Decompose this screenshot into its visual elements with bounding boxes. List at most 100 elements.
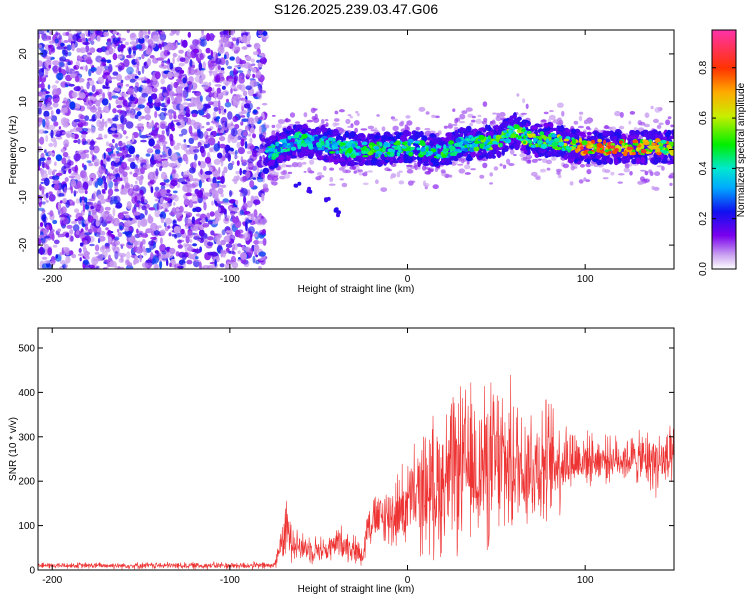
ridge-base bbox=[280, 131, 286, 138]
ridge-base bbox=[551, 127, 558, 131]
noise-blob bbox=[52, 244, 58, 248]
noise-blob bbox=[48, 142, 54, 147]
noise-blob bbox=[161, 40, 165, 47]
noise-blob bbox=[88, 92, 93, 96]
noise-blob bbox=[140, 167, 145, 175]
ridge-base bbox=[470, 151, 476, 158]
noise-blob bbox=[143, 62, 147, 66]
noise-blob bbox=[82, 170, 88, 179]
noise-blob bbox=[128, 47, 132, 55]
noise-blob bbox=[108, 63, 113, 73]
noise-blob bbox=[154, 149, 161, 155]
noise-blob bbox=[214, 235, 221, 243]
noise-blob bbox=[79, 257, 82, 262]
noise-blob bbox=[65, 32, 70, 36]
noise-blob bbox=[118, 258, 125, 263]
noise-blob bbox=[38, 146, 42, 150]
noise-blob bbox=[74, 75, 80, 83]
ridge-base bbox=[332, 128, 340, 137]
noise-blob bbox=[208, 92, 213, 98]
noise-blob bbox=[110, 175, 116, 179]
halo-blob bbox=[520, 112, 528, 115]
noise-blob bbox=[46, 30, 50, 33]
ridge-base bbox=[358, 161, 364, 167]
halo-blob bbox=[448, 122, 452, 128]
noise-blob bbox=[54, 161, 57, 166]
noise-blob bbox=[186, 81, 192, 85]
noise-blob bbox=[58, 34, 62, 40]
noise-blob bbox=[88, 198, 96, 202]
noise-blob bbox=[161, 130, 165, 135]
noise-blob bbox=[214, 77, 221, 83]
noise-blob bbox=[111, 117, 119, 122]
noise-blob bbox=[227, 134, 231, 144]
noise-blob bbox=[116, 104, 123, 109]
noise-blob bbox=[185, 178, 191, 182]
ridge-base bbox=[374, 135, 381, 139]
noise-blob bbox=[104, 242, 110, 248]
noise-blob bbox=[138, 86, 142, 93]
ridge-base bbox=[497, 150, 501, 159]
noise-blob bbox=[48, 48, 52, 55]
noise-blob bbox=[196, 129, 202, 138]
noise-blob bbox=[103, 152, 106, 160]
noise-blob bbox=[244, 140, 248, 149]
noise-blob bbox=[69, 250, 74, 256]
noise-blob bbox=[152, 34, 160, 42]
noise-blob bbox=[214, 90, 217, 100]
halo-blob bbox=[585, 126, 591, 130]
noise-blob bbox=[173, 226, 181, 234]
noise-blob bbox=[151, 153, 154, 161]
noise-blob bbox=[218, 108, 222, 115]
noise-blob bbox=[215, 57, 222, 65]
noise-blob bbox=[51, 84, 58, 90]
halo-blob bbox=[427, 168, 432, 174]
noise-blob bbox=[215, 217, 219, 224]
halo-blob bbox=[262, 183, 269, 189]
noise-blob bbox=[111, 156, 116, 159]
noise-blob bbox=[52, 65, 59, 74]
noise-blob bbox=[220, 239, 226, 246]
halo-blob bbox=[405, 115, 411, 119]
noise-blob bbox=[124, 41, 129, 46]
noise-blob bbox=[105, 74, 112, 84]
halo-blob bbox=[345, 118, 351, 125]
noise-blob bbox=[202, 81, 210, 90]
ridge-base bbox=[613, 135, 618, 140]
noise-blob bbox=[206, 236, 214, 241]
halo-blob bbox=[407, 180, 414, 186]
noise-blob bbox=[192, 243, 198, 247]
noise-blob bbox=[240, 102, 246, 109]
noise-blob bbox=[53, 139, 58, 148]
noise-blob bbox=[226, 40, 231, 48]
noise-blob bbox=[159, 237, 163, 245]
noise-blob bbox=[56, 136, 63, 140]
noise-blob bbox=[82, 41, 90, 46]
ridge-base bbox=[350, 159, 355, 167]
halo-blob bbox=[570, 165, 575, 171]
ridge-base bbox=[540, 152, 545, 157]
ridge-base bbox=[301, 149, 308, 156]
noise-blob bbox=[204, 156, 212, 164]
noise-blob bbox=[170, 95, 175, 101]
noise-blob bbox=[48, 44, 52, 49]
halo-blob bbox=[477, 114, 482, 118]
noise-blob bbox=[133, 85, 139, 93]
noise-blob bbox=[73, 139, 78, 143]
noise-blob bbox=[189, 239, 193, 243]
noise-blob bbox=[70, 235, 74, 242]
noise-blob bbox=[38, 30, 45, 35]
ridge-base bbox=[530, 125, 538, 130]
halo-blob bbox=[527, 159, 532, 164]
halo-blob bbox=[460, 159, 465, 164]
noise-blob bbox=[203, 202, 207, 211]
noise-blob bbox=[57, 202, 61, 211]
noise-blob bbox=[82, 244, 86, 250]
halo-blob bbox=[637, 180, 644, 185]
noise-blob bbox=[227, 65, 233, 70]
noise-blob bbox=[243, 195, 247, 204]
noise-blob bbox=[86, 153, 89, 159]
noise-blob bbox=[141, 238, 146, 245]
noise-blob bbox=[72, 224, 80, 232]
noise-blob bbox=[79, 47, 87, 54]
